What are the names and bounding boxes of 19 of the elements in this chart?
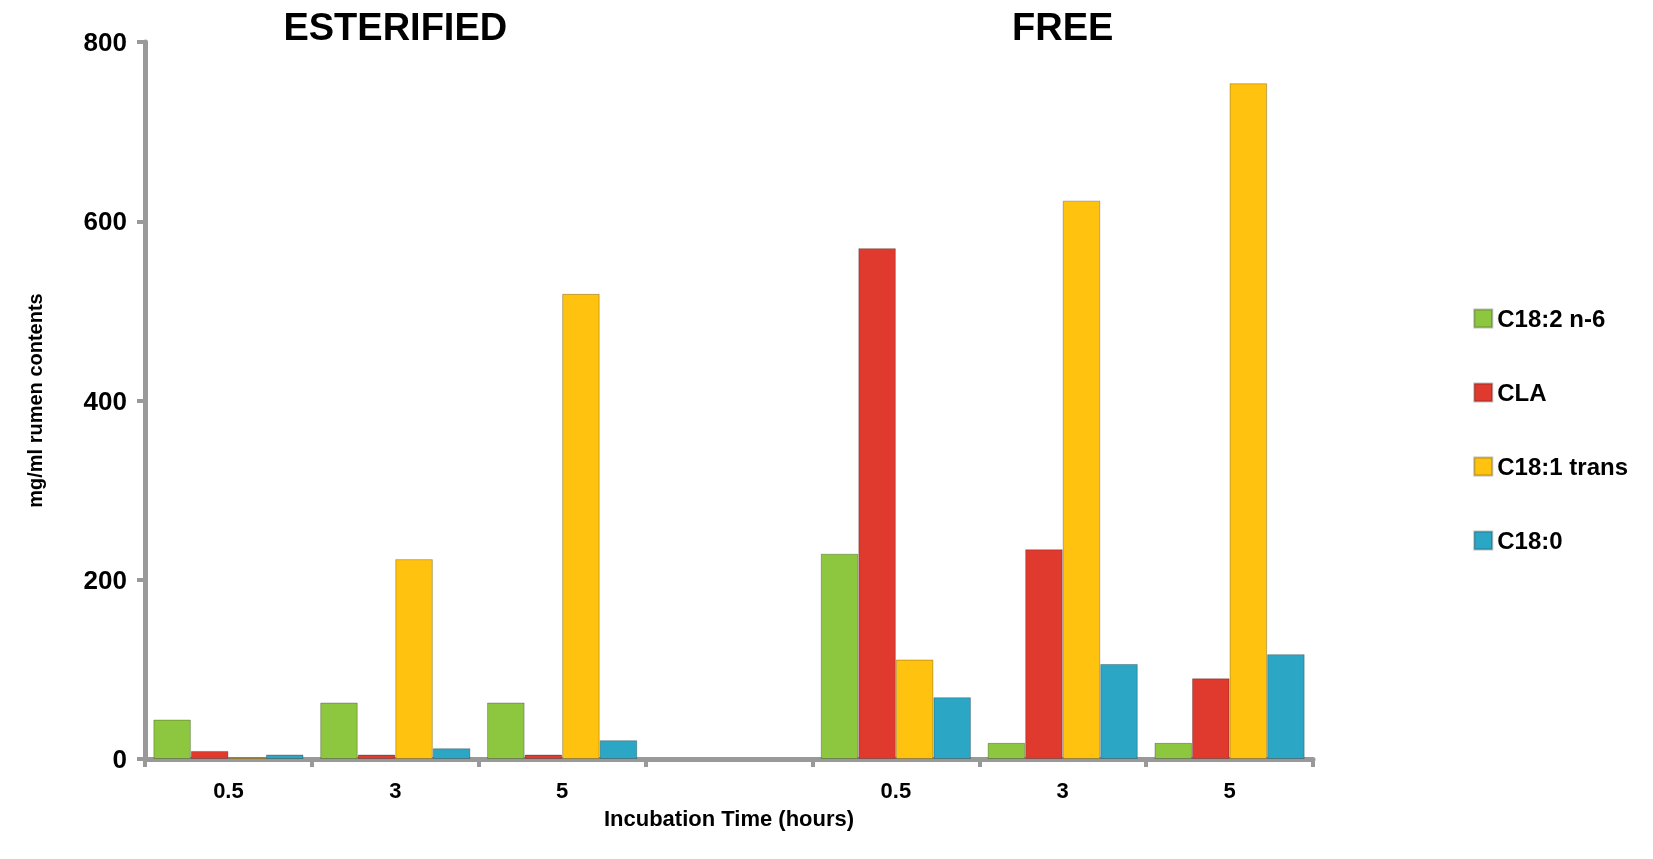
x-tick-label: 3: [1056, 777, 1069, 803]
annotation: FREE: [1012, 6, 1114, 48]
legend-label: C18:1 trans: [1497, 453, 1629, 480]
x-tick-label: 5: [556, 777, 569, 803]
legend-label: C18:2 n-6: [1497, 305, 1606, 332]
legend-label: C18:0: [1497, 527, 1563, 554]
x-tick-label: 0.5: [880, 777, 912, 803]
y-tick-label: 800: [83, 27, 127, 57]
y-tick-label: 0: [112, 744, 127, 774]
y-tick-label: 400: [83, 385, 127, 416]
y-tick-label: 600: [83, 206, 127, 237]
x-axis-title: Incubation Time (hours): [603, 805, 855, 831]
y-axis-title: mg/ml rumen contents: [24, 293, 46, 508]
legend-label: CLA: [1497, 379, 1547, 406]
x-tick-label: 5: [1223, 777, 1236, 803]
x-tick-label: 3: [389, 777, 402, 803]
y-tick-label: 200: [83, 564, 127, 595]
x-tick-label: 0.5: [213, 777, 244, 803]
annotation: ESTERIFIED: [283, 6, 508, 48]
